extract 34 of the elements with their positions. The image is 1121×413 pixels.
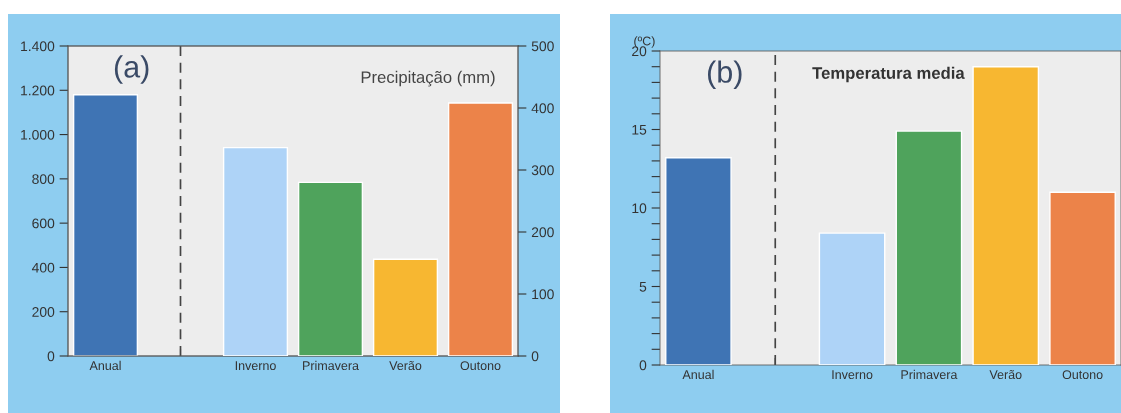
- y2-tick-label: 0: [531, 351, 539, 362]
- x-tick-label: Verão: [989, 369, 1022, 380]
- x-tick-label: Outono: [460, 361, 501, 371]
- x-tick-label: Primavera: [901, 369, 958, 380]
- y-tick-label: 10: [632, 203, 647, 214]
- y-tick-label: 600: [32, 218, 55, 229]
- y2-tick-label: 400: [531, 103, 554, 114]
- y-tick-label: 5: [639, 281, 647, 292]
- y2-tick-label: 100: [532, 289, 554, 300]
- x-tick-label: Inverno: [832, 370, 873, 380]
- y2-tick-label: 300: [531, 165, 554, 176]
- text: Temperatura media: [812, 66, 965, 83]
- x-tick-label: Primavera: [303, 360, 359, 371]
- y-tick-label: 20: [632, 46, 647, 57]
- x-tick-label: Outono: [1062, 370, 1103, 380]
- chart-title: (a): [114, 55, 149, 84]
- y-tick-label: 15: [632, 124, 647, 135]
- chart-title: (b): [708, 60, 742, 89]
- y-axis-title: (ºC): [634, 36, 655, 48]
- y-tick-label: 1.400: [21, 41, 55, 52]
- x-tick-label: Verão: [389, 360, 422, 371]
- y-tick-label: 400: [31, 262, 55, 273]
- y2-tick-label: 200: [531, 227, 554, 238]
- x-tick-label: Anual: [89, 360, 121, 371]
- x-tick-label: Inverno: [235, 361, 276, 371]
- y-tick-label: 0: [639, 360, 647, 371]
- y-tick-label: 800: [32, 174, 55, 185]
- y-tick-label: 200: [32, 307, 55, 317]
- text: Precipitação (mm): [361, 70, 495, 87]
- y-tick-label: 0: [47, 351, 55, 362]
- y2-tick-label: 500: [531, 41, 554, 52]
- y-tick-label: 1.200: [21, 85, 55, 96]
- x-tick-label: Anual: [682, 369, 714, 380]
- y-tick-label: 1.000: [21, 129, 55, 140]
